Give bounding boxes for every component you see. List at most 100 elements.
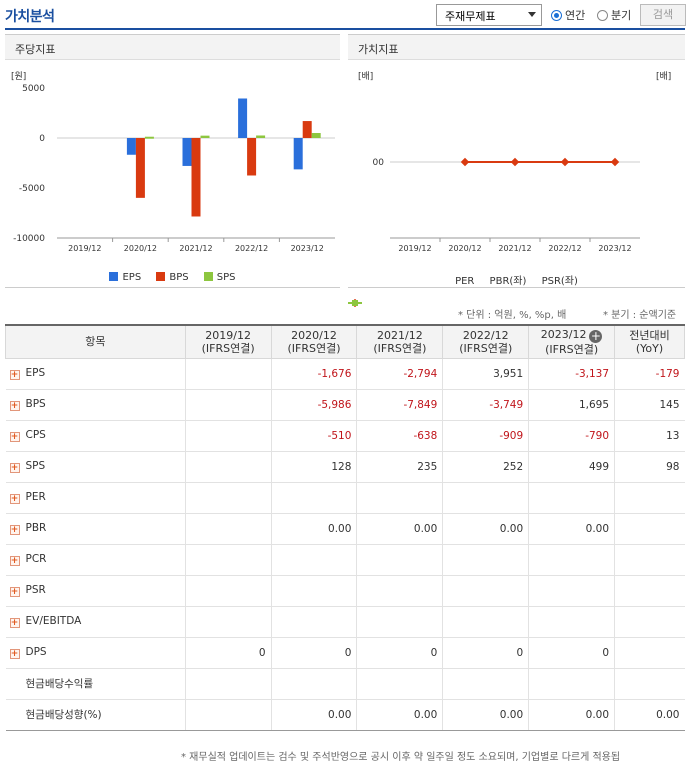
row-label[interactable]: + CPS: [5, 420, 186, 452]
legend-bps[interactable]: BPS: [156, 272, 189, 283]
row-label[interactable]: + DPS: [5, 637, 186, 669]
radio-quarter[interactable]: 분기: [597, 7, 631, 23]
table-cell: [614, 513, 685, 545]
y-axis-unit-right: [배]: [656, 71, 671, 82]
row-label[interactable]: + SPS: [5, 451, 186, 483]
table-cell: [184, 420, 272, 452]
column-sub: (IFRS연결): [373, 341, 427, 355]
table-row: 현금배당수익률: [5, 668, 685, 700]
table-row: + PCR: [5, 544, 685, 576]
expand-icon[interactable]: +: [9, 370, 20, 380]
expand-icon[interactable]: +: [9, 556, 20, 566]
table-cell: 252: [442, 451, 529, 483]
x-tick-label: 2020/12: [448, 244, 481, 253]
legend-psr[interactable]: PSR(좌): [348, 276, 578, 306]
table-cell: [270, 482, 357, 514]
expand-icon[interactable]: +: [9, 494, 20, 504]
table-cell: -909: [442, 420, 529, 452]
legend-sps-label: SPS: [216, 272, 236, 283]
y-tick-label: -5000: [19, 184, 45, 194]
x-tick-label: 2023/12: [291, 244, 324, 253]
row-label: 현금배당수익률: [5, 668, 186, 700]
legend-per[interactable]: PER: [348, 276, 474, 306]
table-cell: [356, 668, 443, 700]
row-label-text: EV/EBITDA: [25, 615, 82, 627]
expand-icon[interactable]: +: [9, 587, 20, 597]
expand-icon[interactable]: +: [9, 432, 20, 442]
table-cell: [528, 575, 615, 607]
expand-icon[interactable]: +: [9, 401, 20, 411]
search-button[interactable]: 검색: [640, 4, 686, 26]
statement-select[interactable]: 주재무제표: [436, 4, 542, 26]
per-share-panel-title: 주당지표: [5, 34, 340, 60]
table-cell: [614, 606, 685, 638]
header: 가치분석 주재무제표 연간 분기 검색: [0, 0, 689, 30]
table-cell: -510: [270, 420, 357, 452]
table-cell: [614, 482, 685, 514]
row-label[interactable]: + PCR: [5, 544, 186, 576]
table-cell: 499: [528, 451, 615, 483]
row-label[interactable]: + PSR: [5, 575, 186, 607]
legend-eps[interactable]: EPS: [109, 272, 141, 283]
table-cell: [442, 668, 529, 700]
row-label[interactable]: + PBR: [5, 513, 186, 545]
column-header-2022: 2022/12 (IFRS연결): [442, 324, 530, 359]
x-tick-label: 2021/12: [179, 244, 212, 253]
legend-pbr[interactable]: PBR(좌): [348, 276, 526, 307]
legend-bps-label: BPS: [169, 272, 189, 283]
add-column-icon[interactable]: +: [589, 328, 603, 343]
table-header-row: 항목 2019/12 (IFRS연결) 2020/12 (IFRS연결) 2021/…: [5, 324, 685, 359]
pbr-point: [560, 157, 570, 167]
table-row: + DPS 0 0 0 0 0: [5, 637, 685, 669]
valuation-legend: PER PBR(좌) PSR(좌): [348, 272, 685, 307]
row-label-text: SPS: [25, 460, 46, 472]
legend-psr-label: PSR(좌): [541, 276, 578, 287]
table-cell: [614, 575, 685, 607]
row-label[interactable]: + PER: [5, 482, 186, 514]
table-cell: -3,749: [442, 389, 529, 421]
table-cell: 0: [270, 637, 357, 669]
table-cell: 0: [356, 637, 443, 669]
table-cell: 0.00: [528, 699, 615, 731]
table-cell: 235: [356, 451, 443, 483]
y-tick-label: 0: [39, 134, 45, 144]
column-sub: (IFRS연결): [459, 341, 513, 355]
row-label-text: BPS: [25, 398, 46, 410]
legend-sps[interactable]: SPS: [203, 272, 236, 283]
y-tick-label: -10000: [13, 234, 45, 244]
column-sub: (YoY): [635, 341, 664, 355]
y-axis-unit: [원]: [11, 71, 26, 82]
table-cell: [528, 606, 615, 638]
radio-annual[interactable]: 연간: [551, 7, 585, 23]
radio-quarter-label: 분기: [611, 9, 632, 22]
table-row: + CPS -510 -638 -909 -790 13: [5, 420, 685, 452]
bar-sps: [311, 133, 321, 138]
row-label[interactable]: + EPS: [5, 358, 186, 390]
table-row: + BPS -5,986 -7,849 -3,749 1,695 145: [5, 389, 685, 421]
table-cell: -1,676: [270, 358, 357, 390]
row-label-text: 현금배당성향(%): [25, 709, 102, 721]
expand-icon[interactable]: +: [9, 649, 20, 659]
table-cell: [270, 606, 357, 638]
row-label-text: DPS: [25, 646, 47, 658]
column-header-2019: 2019/12 (IFRS연결): [184, 324, 272, 359]
row-label: 현금배당성향(%): [5, 699, 186, 731]
row-label-text: PSR: [25, 584, 46, 596]
row-label[interactable]: + BPS: [5, 389, 186, 421]
expand-icon[interactable]: +: [9, 525, 20, 535]
row-label[interactable]: + EV/EBITDA: [5, 606, 186, 638]
table-row: 현금배당성향(%) 0.00 0.00 0.00 0.00 0.00: [5, 699, 685, 731]
row-label-text: CPS: [25, 429, 46, 441]
bar-eps: [126, 138, 136, 155]
valuation-table: 항목 2019/12 (IFRS연결) 2020/12 (IFRS연결) 2021/…: [5, 324, 685, 731]
table-cell: [184, 451, 272, 483]
table-cell: -790: [528, 420, 615, 452]
expand-icon[interactable]: +: [9, 618, 20, 628]
expand-icon[interactable]: +: [9, 463, 20, 473]
column-year: 2021/12: [377, 328, 423, 342]
page-title: 가치분석: [5, 9, 55, 25]
table-cell: [528, 668, 615, 700]
table-cell: 0.00: [442, 513, 529, 545]
table-cell: [614, 544, 685, 576]
valuation-panel-title: 가치지표: [348, 34, 685, 60]
